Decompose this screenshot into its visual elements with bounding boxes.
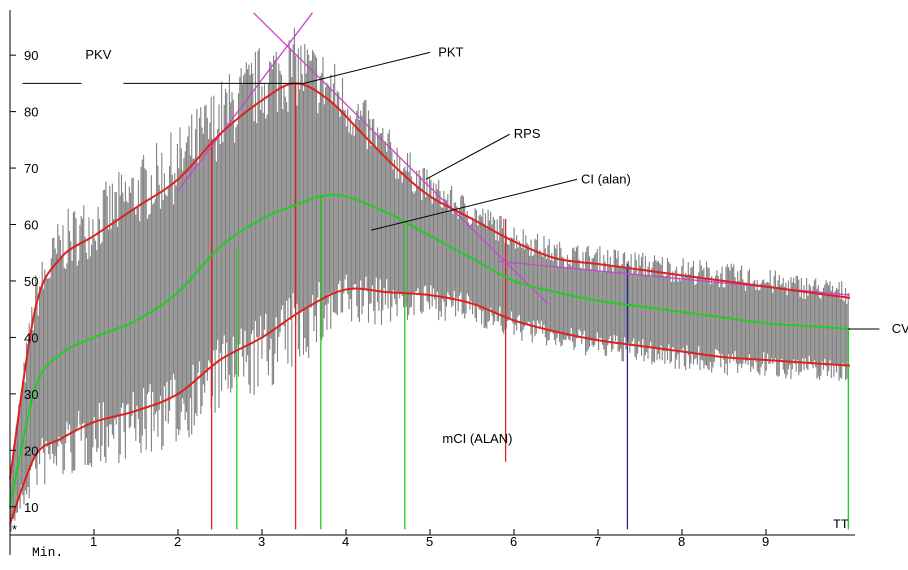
- y-tick-label-10: 10: [24, 500, 38, 515]
- annotation-leader-rps: [425, 133, 511, 180]
- annotation-pkt: PKT: [438, 44, 463, 59]
- annotation-rps: RPS: [514, 126, 541, 141]
- x-tick-label-6: 6: [510, 534, 517, 549]
- origin-marker: *: [12, 522, 17, 537]
- rps-line-1: [177, 12, 313, 192]
- annotation-mci-alan: mCI (ALAN): [442, 431, 512, 446]
- y-tick-label-30: 30: [24, 387, 38, 402]
- y-tick-label-90: 90: [24, 48, 38, 63]
- lower-envelope-line: [9, 287, 851, 525]
- axes-layer: [9, 10, 855, 555]
- x-tick-label-7: 7: [594, 534, 601, 549]
- x-tick-label-8: 8: [678, 534, 685, 549]
- annotation-pkv: PKV: [85, 47, 111, 62]
- annotation-leader-pkt: [123, 51, 431, 84]
- mean-curve-line: [9, 193, 851, 507]
- annotation-cv: CV: [892, 321, 908, 336]
- y-tick-label-80: 80: [24, 105, 38, 120]
- annotation-ci-alan: CI (alan): [581, 171, 631, 186]
- curves-layer: [9, 82, 851, 525]
- noise-band: [10, 27, 849, 532]
- x-tick-label-1: 1: [90, 534, 97, 549]
- x-tick-label-3: 3: [258, 534, 265, 549]
- annotation-leader-ci-alan: [371, 178, 578, 231]
- labels-layer: Min. TT * 10 20 30 40 50 60 70 80 90 1 2 3 4 5 6 7 8 9: [12, 48, 849, 560]
- y-tick-label-50: 50: [24, 274, 38, 289]
- x-tick-label-5: 5: [426, 534, 433, 549]
- x-tick-label-2: 2: [174, 534, 181, 549]
- x-tick-label-9: 9: [762, 534, 769, 549]
- noise-band-layer: [10, 27, 849, 532]
- y-tick-label-70: 70: [24, 161, 38, 176]
- rps-line-2: [253, 12, 549, 305]
- y-tick-label-20: 20: [24, 443, 38, 458]
- x-tick-label-4: 4: [342, 534, 349, 549]
- x-unit-label: Min.: [32, 545, 63, 560]
- x-end-label: TT: [833, 517, 849, 532]
- marker-lines-layer: [210, 83, 849, 530]
- upper-envelope-line: [9, 82, 851, 479]
- y-tick-label-40: 40: [24, 330, 38, 345]
- y-tick-label-60: 60: [24, 218, 38, 233]
- annotations-layer: PKV PKT RPS CI (alan) mCI (ALAN) CV: [22, 44, 908, 446]
